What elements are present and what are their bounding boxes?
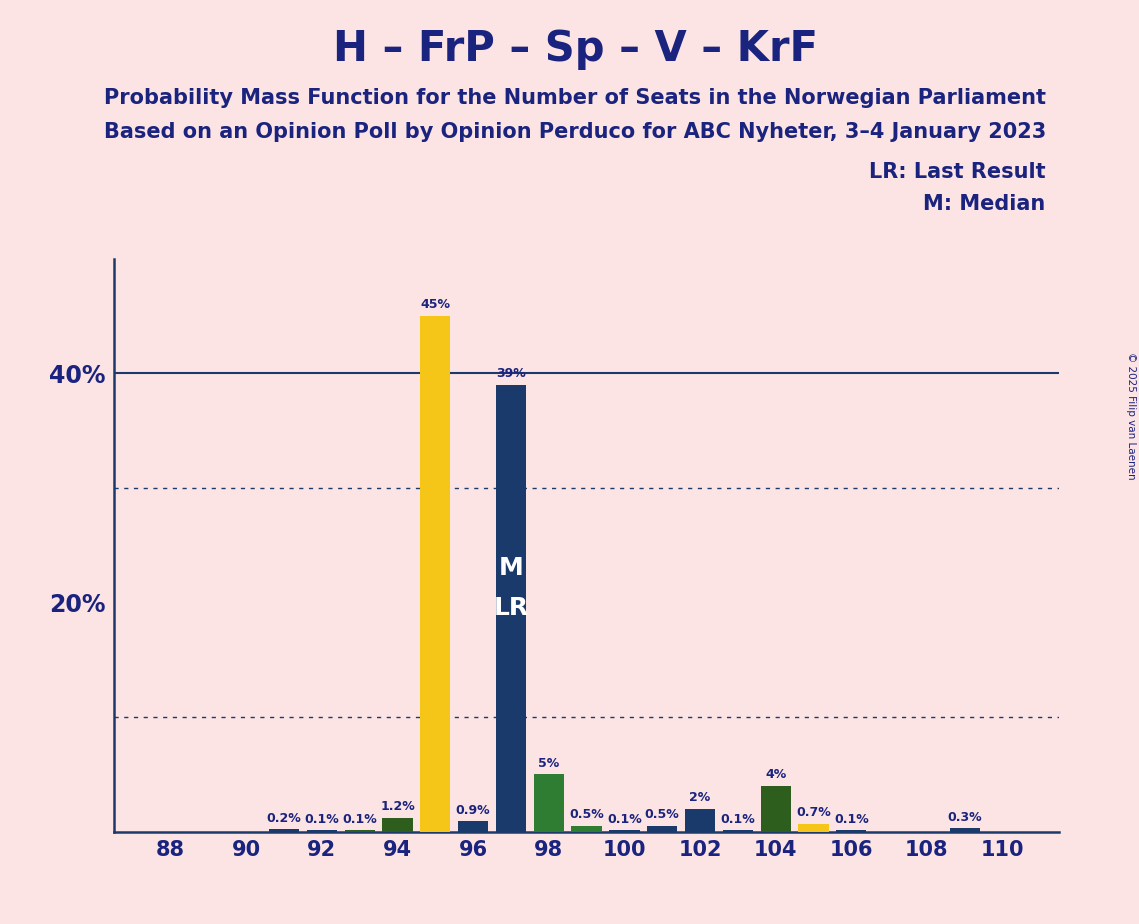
- Bar: [420, 316, 450, 832]
- Text: 1.2%: 1.2%: [380, 800, 415, 813]
- Text: 4%: 4%: [765, 768, 786, 781]
- Text: 0.9%: 0.9%: [456, 804, 491, 817]
- Text: LR: LR: [493, 596, 528, 620]
- Text: 0.1%: 0.1%: [304, 813, 339, 826]
- Bar: [609, 831, 639, 832]
- Text: LR: Last Result: LR: Last Result: [869, 162, 1046, 182]
- Text: 45%: 45%: [420, 298, 450, 311]
- Text: 0.2%: 0.2%: [267, 811, 302, 825]
- Bar: [495, 384, 526, 832]
- Text: 5%: 5%: [538, 757, 559, 770]
- Bar: [798, 823, 828, 832]
- Text: 0.3%: 0.3%: [948, 810, 982, 823]
- Text: H – FrP – Sp – V – KrF: H – FrP – Sp – V – KrF: [333, 28, 818, 69]
- Bar: [761, 785, 790, 832]
- Text: 0.5%: 0.5%: [645, 808, 680, 821]
- Text: M: M: [499, 555, 523, 579]
- Bar: [647, 826, 678, 832]
- Text: Based on an Opinion Poll by Opinion Perduco for ABC Nyheter, 3–4 January 2023: Based on an Opinion Poll by Opinion Perd…: [104, 122, 1047, 142]
- Bar: [269, 830, 300, 832]
- Bar: [306, 831, 337, 832]
- Text: 0.5%: 0.5%: [570, 808, 604, 821]
- Bar: [458, 821, 489, 832]
- Text: Probability Mass Function for the Number of Seats in the Norwegian Parliament: Probability Mass Function for the Number…: [104, 88, 1047, 108]
- Text: 0.7%: 0.7%: [796, 806, 830, 819]
- Text: 0.1%: 0.1%: [343, 813, 377, 826]
- Text: 2%: 2%: [689, 791, 711, 804]
- Text: 0.1%: 0.1%: [721, 813, 755, 826]
- Bar: [685, 808, 715, 832]
- Text: 0.1%: 0.1%: [607, 813, 641, 826]
- Bar: [836, 831, 867, 832]
- Bar: [572, 826, 601, 832]
- Text: © 2025 Filip van Laenen: © 2025 Filip van Laenen: [1126, 352, 1136, 480]
- Bar: [383, 818, 412, 832]
- Bar: [950, 828, 980, 832]
- Bar: [345, 831, 375, 832]
- Bar: [723, 831, 753, 832]
- Bar: [534, 774, 564, 832]
- Text: M: Median: M: Median: [924, 194, 1046, 214]
- Text: 0.1%: 0.1%: [834, 813, 869, 826]
- Text: 39%: 39%: [497, 367, 526, 380]
